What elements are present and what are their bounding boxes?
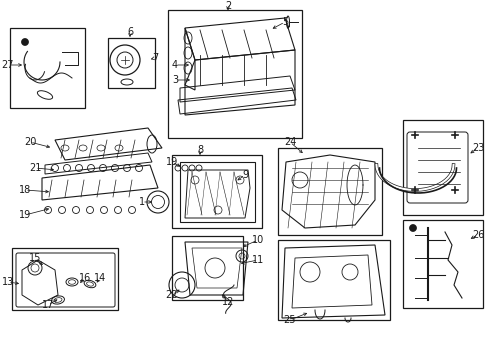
Text: 19: 19 — [165, 157, 178, 167]
Text: 12: 12 — [222, 297, 234, 307]
Circle shape — [408, 225, 416, 231]
Text: 13: 13 — [2, 277, 14, 287]
Bar — [172, 236, 243, 300]
Text: 7: 7 — [152, 53, 158, 63]
Bar — [172, 155, 262, 228]
Bar — [402, 120, 482, 215]
Text: 6: 6 — [127, 27, 133, 37]
Text: 25: 25 — [283, 315, 296, 325]
Text: 18: 18 — [19, 185, 31, 195]
Text: 27: 27 — [2, 60, 14, 70]
Text: 2: 2 — [224, 1, 231, 11]
Text: 24: 24 — [283, 137, 296, 147]
Text: 10: 10 — [251, 235, 264, 245]
Text: 26: 26 — [471, 230, 483, 240]
Bar — [12, 248, 118, 310]
Bar — [108, 38, 155, 88]
Text: 17: 17 — [42, 300, 54, 310]
Bar — [278, 240, 389, 320]
Bar — [278, 148, 381, 235]
Text: 11: 11 — [251, 255, 264, 265]
Circle shape — [21, 39, 28, 45]
Text: 8: 8 — [197, 145, 203, 155]
Text: 19: 19 — [19, 210, 31, 220]
Bar — [168, 10, 302, 138]
Text: 23: 23 — [471, 143, 483, 153]
Text: 5: 5 — [281, 17, 287, 27]
Text: 21: 21 — [29, 163, 41, 173]
Text: 1: 1 — [139, 197, 145, 207]
Text: 22: 22 — [165, 290, 178, 300]
Text: 16: 16 — [79, 273, 91, 283]
Text: 4: 4 — [172, 60, 178, 70]
Bar — [10, 28, 85, 108]
Text: 14: 14 — [94, 273, 106, 283]
Text: 20: 20 — [24, 137, 36, 147]
Text: 9: 9 — [242, 170, 247, 180]
Text: 3: 3 — [172, 75, 178, 85]
Text: 15: 15 — [29, 253, 41, 263]
Bar — [402, 220, 482, 308]
